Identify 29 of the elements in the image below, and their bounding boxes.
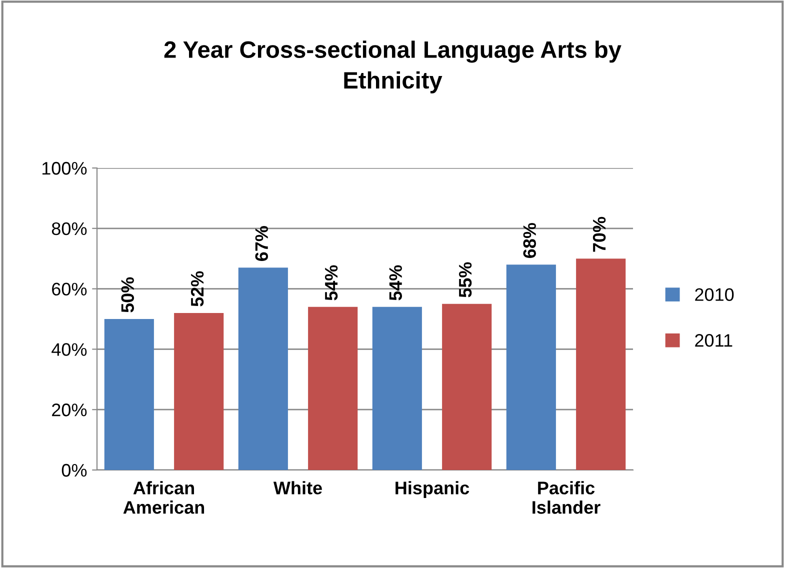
y-tick-label: 100% [42,162,87,175]
x-tick-label: African American [123,481,204,514]
bar [576,258,626,470]
data-label: 67% [255,226,268,261]
data-label: 54% [324,265,338,300]
data-label: 52% [190,271,204,306]
bar [174,312,224,470]
bar [506,264,556,470]
x-tick-label: Pacific Islander [532,481,600,514]
bar [104,319,154,470]
y-tick-label: 20% [52,404,87,416]
data-label: 68% [523,222,536,258]
data-label: 55% [458,262,472,298]
bar [372,306,422,470]
bar [238,268,288,470]
data-label: 70% [592,216,606,252]
y-tick-label: 40% [52,343,87,356]
legend-label: 2011 [695,334,732,347]
y-tick-label: 80% [52,222,87,236]
x-tick-label: White [273,481,322,494]
y-tick-label: 0% [62,464,87,477]
bar [308,306,358,470]
x-tick-label: Hispanic [396,481,470,498]
data-label: 50% [121,277,134,312]
legend-label: 2010 [695,288,734,301]
y-tick-label: 60% [52,282,87,296]
bar [442,304,492,470]
chart-title: 2 Year Cross-sectional Language Arts by Ethnicity [164,40,622,94]
data-label: 54% [389,265,402,300]
